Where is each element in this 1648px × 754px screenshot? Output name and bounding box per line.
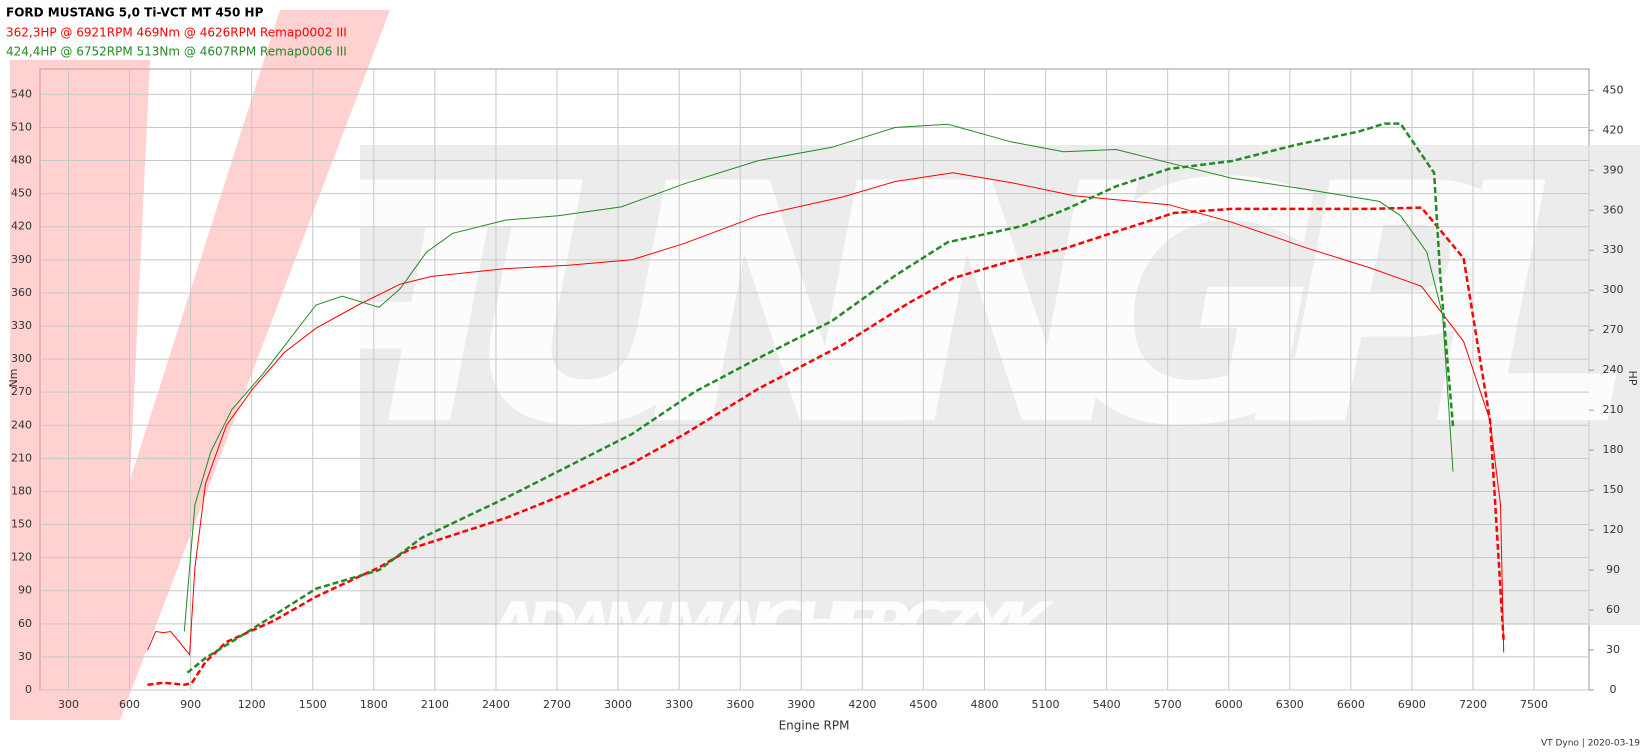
y-tick-label: 90 [18, 584, 32, 597]
x-tick-label: 4800 [970, 698, 998, 711]
watermark-shape [10, 10, 390, 720]
y-tick-label: 60 [18, 617, 32, 630]
x-tick-label: 4500 [909, 698, 937, 711]
y2-tick-label: 150 [1603, 483, 1624, 496]
y2-tick-label: 420 [1603, 123, 1624, 136]
x-tick-label: 7200 [1459, 698, 1487, 711]
y-tick-label: 120 [11, 551, 32, 564]
y2-tick-label: 180 [1603, 443, 1624, 456]
y-axis-label: Nm [7, 369, 20, 388]
y-tick-label: 0 [25, 683, 32, 696]
y-tick-label: 480 [11, 154, 32, 167]
x-tick-label: 3900 [787, 698, 815, 711]
x-tick-label: 1800 [360, 698, 388, 711]
x-tick-label: 6000 [1215, 698, 1243, 711]
y-tick-label: 180 [11, 484, 32, 497]
x-tick-label: 7500 [1520, 698, 1548, 711]
y-tick-label: 210 [11, 451, 32, 464]
x-tick-label: 2700 [543, 698, 571, 711]
x-tick-label: 4200 [848, 698, 876, 711]
header-line: 424,4HP @ 6752RPM 513Nm @ 4607RPM Remap0… [6, 45, 347, 59]
x-tick-label: 5700 [1154, 698, 1182, 711]
x-tick-label: 2400 [482, 698, 510, 711]
chart-title: FORD MUSTANG 5,0 Ti-VCT MT 450 HP [6, 6, 264, 20]
y-tick-label: 150 [11, 518, 32, 531]
y2-tick-label: 120 [1603, 523, 1624, 536]
x-tick-label: 2100 [421, 698, 449, 711]
series-line [147, 206, 1505, 686]
y-tick-label: 510 [11, 120, 32, 133]
y2-tick-label: 330 [1603, 243, 1624, 256]
x-tick-label: 6300 [1276, 698, 1304, 711]
y2-axis-label: HP [1626, 371, 1639, 386]
y2-tick-label: 30 [1606, 643, 1620, 656]
series-line [147, 172, 1505, 657]
watermark-box [360, 145, 1640, 625]
x-tick-label: 600 [119, 698, 140, 711]
x-axis-label: Engine RPM [779, 719, 850, 733]
header-line: 362,3HP @ 6921RPM 469Nm @ 4626RPM Remap0… [6, 26, 347, 40]
y2-tick-label: 90 [1606, 563, 1620, 576]
y2-tick-label: 0 [1610, 683, 1617, 696]
y2-tick-label: 300 [1603, 283, 1624, 296]
x-tick-label: 3000 [604, 698, 632, 711]
y2-tick-label: 60 [1606, 603, 1620, 616]
x-tick-label: 5400 [1093, 698, 1121, 711]
footer: VT Dyno | 2020-03-19 [1541, 739, 1640, 749]
y2-tick-label: 210 [1603, 403, 1624, 416]
y2-tick-label: 450 [1603, 83, 1624, 96]
y-tick-label: 30 [18, 650, 32, 663]
x-tick-label: 3600 [726, 698, 754, 711]
y-tick-label: 330 [11, 319, 32, 332]
y-tick-label: 270 [11, 385, 32, 398]
y-tick-label: 300 [11, 352, 32, 365]
series-line [186, 122, 1455, 674]
y2-tick-label: 390 [1603, 163, 1624, 176]
y-tick-label: 450 [11, 187, 32, 200]
x-tick-label: 900 [180, 698, 201, 711]
y-tick-label: 360 [11, 286, 32, 299]
y-tick-label: 390 [11, 253, 32, 266]
x-tick-label: 300 [58, 698, 79, 711]
y-tick-label: 420 [11, 220, 32, 233]
x-tick-label: 5100 [1032, 698, 1060, 711]
x-tick-label: 6600 [1337, 698, 1365, 711]
x-tick-label: 6900 [1398, 698, 1426, 711]
y-tick-label: 540 [11, 87, 32, 100]
x-tick-label: 3300 [665, 698, 693, 711]
y-tick-label: 240 [11, 418, 32, 431]
series-line [183, 123, 1454, 632]
x-tick-label: 1500 [299, 698, 327, 711]
watermark: ADAM MAJCHERCZYK [485, 589, 1054, 662]
y2-tick-label: 360 [1603, 203, 1624, 216]
y2-tick-label: 270 [1603, 323, 1624, 336]
y2-tick-label: 240 [1603, 363, 1624, 376]
x-tick-label: 1200 [238, 698, 266, 711]
